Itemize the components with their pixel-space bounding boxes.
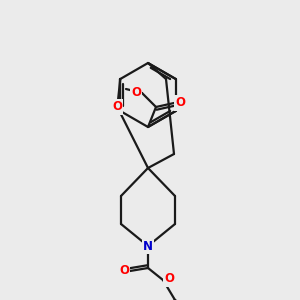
Text: O: O — [175, 97, 185, 110]
Text: O: O — [112, 100, 122, 113]
Text: O: O — [164, 272, 174, 286]
Text: O: O — [119, 265, 129, 278]
Text: N: N — [143, 239, 153, 253]
Text: O: O — [131, 86, 141, 100]
